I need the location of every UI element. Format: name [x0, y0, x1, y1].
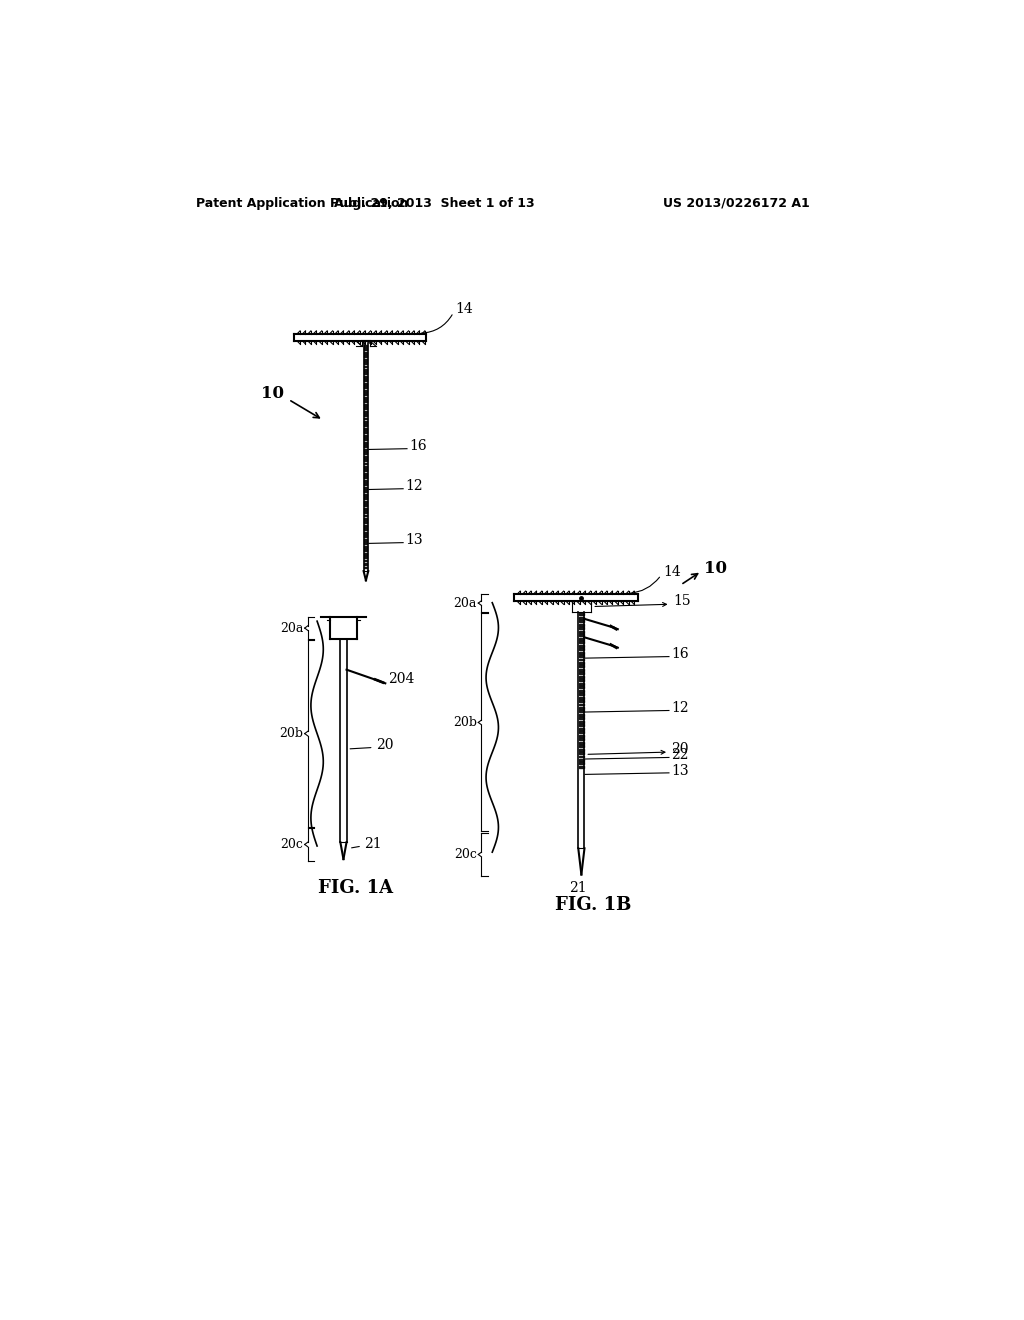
Text: 13: 13	[406, 533, 423, 548]
Text: 21: 21	[365, 837, 382, 850]
Text: 20c: 20c	[281, 838, 303, 851]
Text: 20a: 20a	[454, 597, 477, 610]
Text: FIG. 1B: FIG. 1B	[555, 896, 631, 915]
Text: 14: 14	[455, 302, 473, 317]
Text: 20b: 20b	[280, 727, 303, 741]
Text: Aug. 29, 2013  Sheet 1 of 13: Aug. 29, 2013 Sheet 1 of 13	[334, 197, 535, 210]
Text: 20a: 20a	[280, 622, 303, 635]
Text: 20b: 20b	[453, 715, 477, 729]
Text: 20: 20	[672, 742, 689, 756]
Text: 16: 16	[672, 647, 689, 661]
Text: 20: 20	[376, 738, 393, 752]
Text: US 2013/0226172 A1: US 2013/0226172 A1	[663, 197, 810, 210]
Text: 16: 16	[410, 438, 427, 453]
Text: FIG. 1A: FIG. 1A	[317, 879, 392, 898]
Text: 20c: 20c	[454, 847, 477, 861]
Text: 12: 12	[406, 479, 423, 492]
Text: 14: 14	[664, 565, 681, 579]
Text: 21: 21	[568, 882, 587, 895]
Text: 204: 204	[388, 672, 415, 686]
Text: 22: 22	[672, 748, 689, 762]
Text: 15: 15	[673, 594, 690, 609]
Text: 12: 12	[672, 701, 689, 715]
Text: 10: 10	[703, 560, 727, 577]
Text: 13: 13	[672, 763, 689, 777]
Text: 10: 10	[261, 384, 285, 401]
Text: Patent Application Publication: Patent Application Publication	[197, 197, 409, 210]
